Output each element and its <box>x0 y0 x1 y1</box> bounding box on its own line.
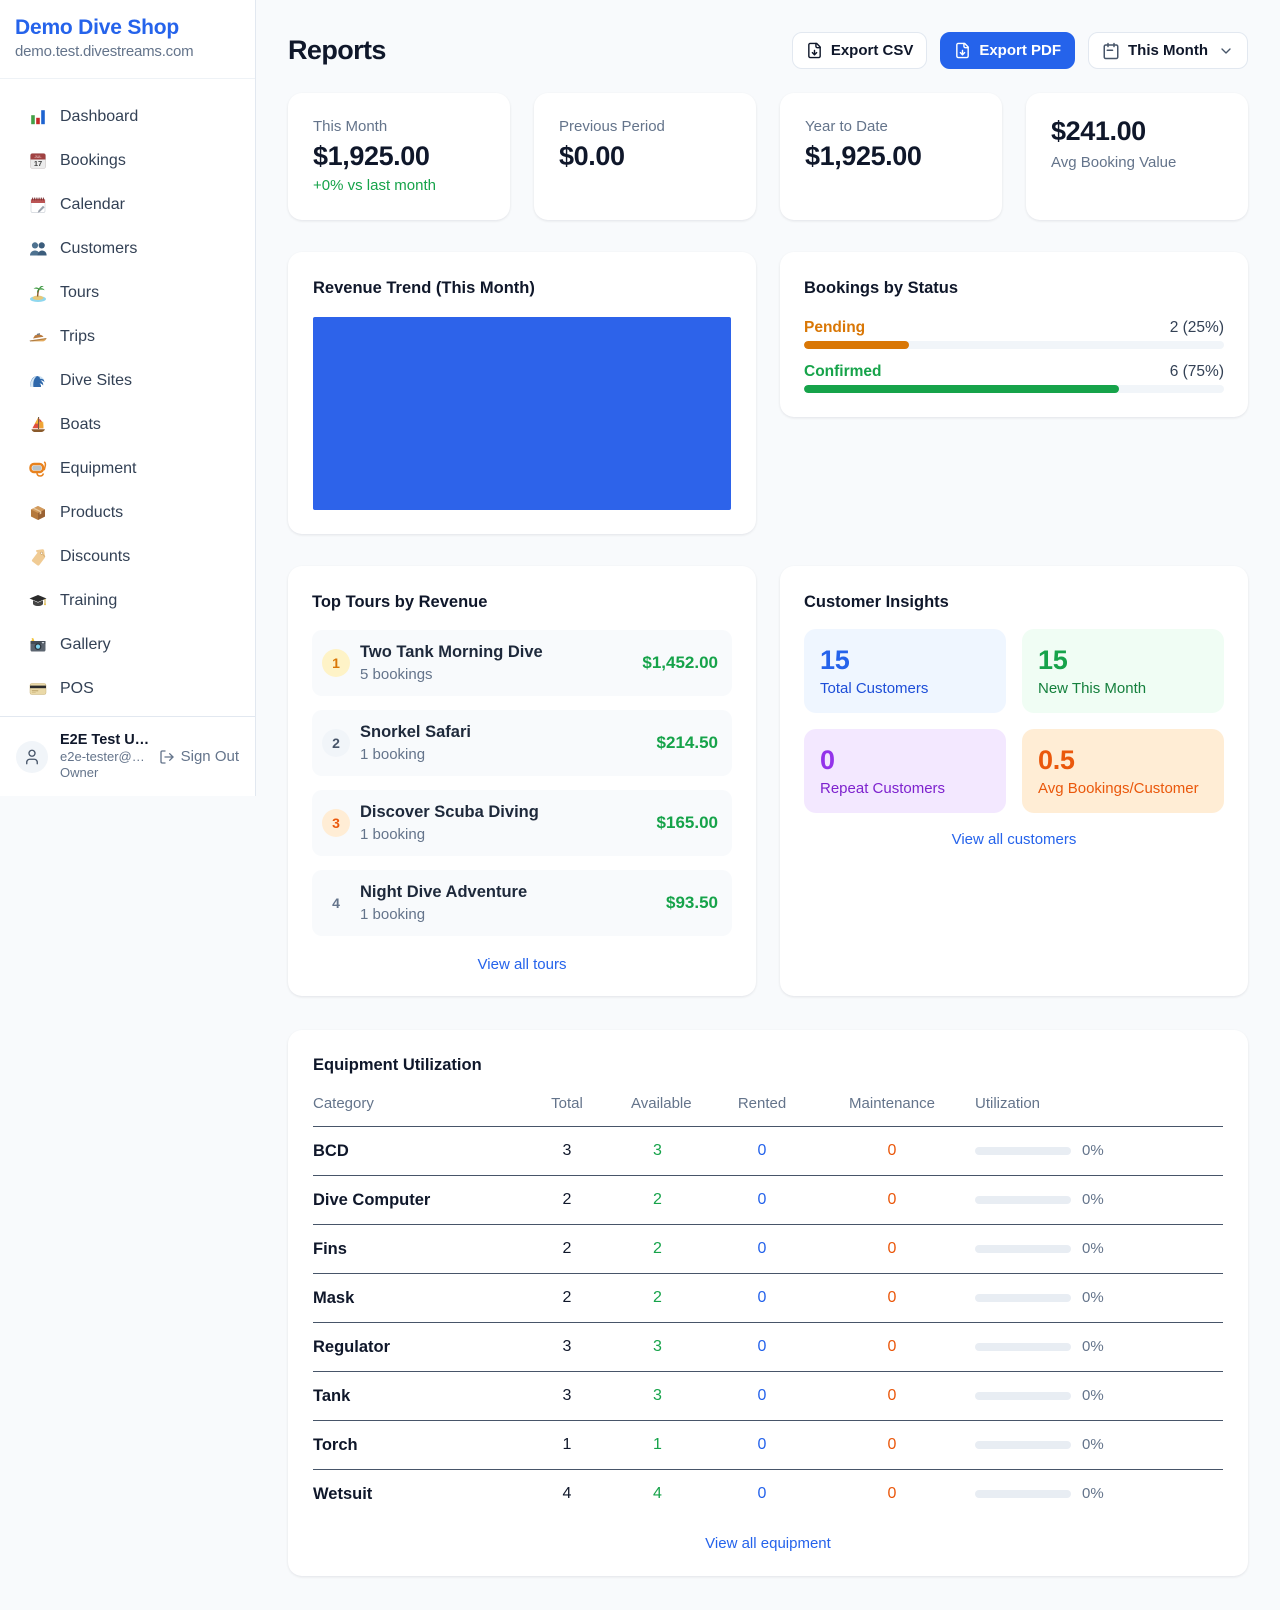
svg-text:17: 17 <box>34 159 42 168</box>
svg-text:JUL: JUL <box>34 154 42 159</box>
